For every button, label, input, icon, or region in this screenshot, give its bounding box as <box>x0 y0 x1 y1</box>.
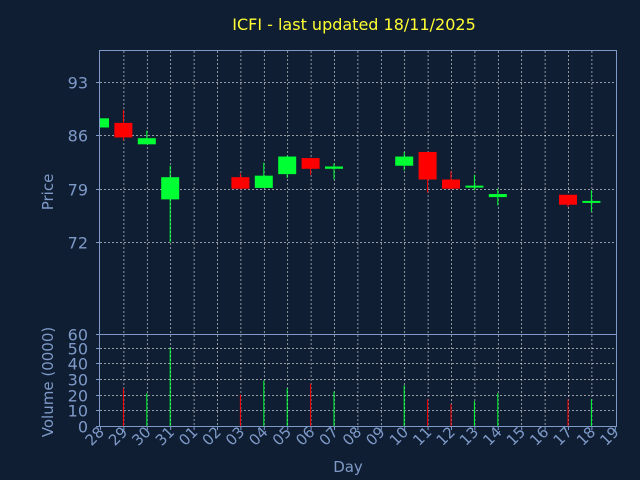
x-ticks: 2829303101020304050607080910111213141516… <box>82 423 623 449</box>
candle-body-06 <box>301 158 320 169</box>
volume-panel-frame <box>99 334 617 427</box>
candle-body-04 <box>254 175 273 188</box>
volume-tick-label-30: 30 <box>68 371 88 390</box>
candle-body-14 <box>488 194 507 198</box>
candle-body-31 <box>161 177 180 200</box>
candle-body-10 <box>395 156 414 166</box>
candle-body-29 <box>114 122 133 138</box>
candle-body-17 <box>559 194 577 205</box>
candle-body-07 <box>325 166 343 169</box>
candle-body-18 <box>582 200 601 203</box>
price-axis-label: Price <box>39 174 57 211</box>
price-tick-label-79: 79 <box>68 181 88 200</box>
candle-body-03 <box>231 177 250 189</box>
volume-tick-label-40: 40 <box>68 355 88 374</box>
chart-title: ICFI - last updated 18/11/2025 <box>232 15 476 34</box>
price-tick-label-60: 60 <box>68 326 88 345</box>
volume-tick-label-10: 10 <box>68 402 88 421</box>
volume-tick-label-0: 0 <box>78 418 88 437</box>
volume-tick-label-50: 50 <box>68 340 88 359</box>
price-tick-label-93: 93 <box>68 74 88 93</box>
candle-body-05 <box>278 156 297 175</box>
candle-body-28 <box>100 118 109 128</box>
candle-body-30 <box>137 138 156 145</box>
volume-tick-label-20: 20 <box>68 387 88 406</box>
price-y-ticks: 60 72 79 86 93 <box>68 74 100 345</box>
candle-body-11 <box>418 151 437 180</box>
candle-body-12 <box>442 179 460 189</box>
volume-bars <box>122 347 592 426</box>
volume-axis-label: Volume (0000) <box>39 327 57 437</box>
candle-body-13 <box>465 185 484 188</box>
price-tick-label-72: 72 <box>68 234 88 253</box>
candles <box>99 109 601 243</box>
volume-grid <box>100 335 616 426</box>
price-tick-label-86: 86 <box>68 127 88 146</box>
x-axis-label: Day <box>333 458 363 476</box>
